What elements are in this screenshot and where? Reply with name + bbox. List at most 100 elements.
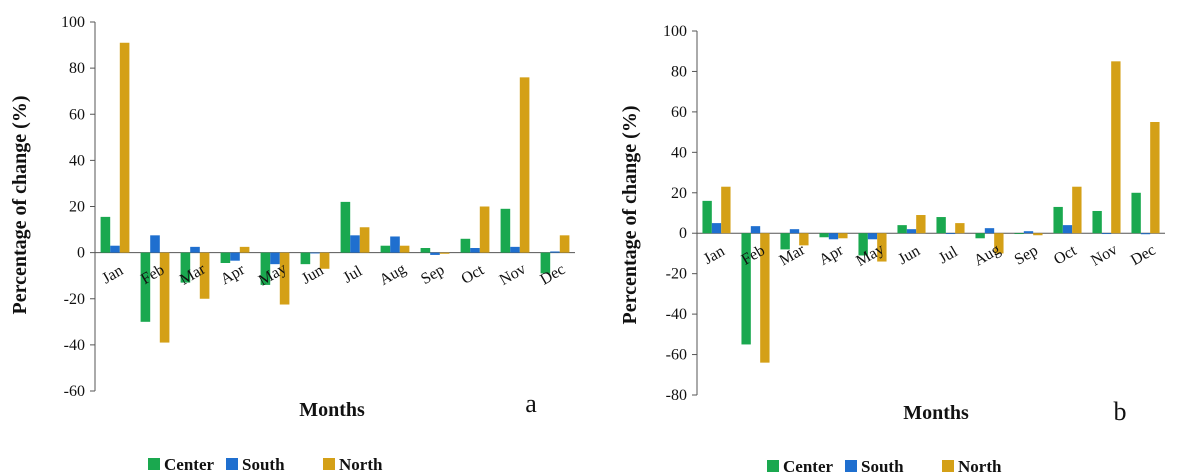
legend-swatch-south [845, 460, 857, 472]
y-tick-label: -20 [666, 266, 687, 283]
bar-north-nov [519, 77, 530, 253]
legend-swatch-south [226, 458, 238, 470]
y-tick-label: -60 [64, 383, 85, 400]
x-tick-label: Jun [895, 242, 923, 268]
legend-swatch-center [148, 458, 160, 470]
bar-north-aug [994, 233, 1004, 254]
bar-north-jun [319, 252, 330, 269]
bar-south-nov [510, 246, 520, 253]
bar-north-may [279, 252, 290, 305]
bar-north-oct [1072, 186, 1082, 234]
bar-south-sep [1023, 231, 1034, 234]
bar-south-oct [1062, 225, 1073, 234]
bar-center-sep [420, 248, 431, 253]
y-tick-label: 60 [69, 106, 85, 123]
bar-south-may [270, 252, 280, 265]
bar-south-jul [350, 235, 360, 253]
bar-south-apr [828, 233, 839, 240]
panel-label: b [1114, 397, 1127, 426]
x-tick-label: Dec [1128, 242, 1159, 270]
legend-label-center: Center [783, 457, 833, 475]
bar-center-oct [460, 238, 471, 253]
bar-center-apr [220, 252, 231, 264]
bar-north-jun [916, 215, 926, 234]
y-tick-label: 20 [69, 199, 85, 216]
panel-label: a [525, 389, 537, 418]
y-tick-label: -40 [64, 337, 85, 354]
bar-north-nov [1111, 61, 1121, 234]
bar-north-apr [838, 233, 848, 239]
bar-south-feb [150, 235, 160, 253]
y-tick-label: 40 [69, 152, 85, 169]
bar-north-sep [439, 252, 450, 254]
bar-north-mar [199, 252, 210, 299]
bar-center-nov [1092, 210, 1102, 234]
bar-center-apr [819, 233, 829, 238]
y-tick-label: 60 [671, 104, 687, 121]
bar-north-feb [760, 233, 770, 363]
bar-center-jan [702, 200, 712, 234]
legend-label-south: South [861, 457, 904, 475]
y-tick-label: 80 [69, 60, 85, 77]
y-tick-label: -60 [666, 347, 687, 364]
x-tick-label: Oct [458, 261, 487, 288]
bar-north-sep [1033, 233, 1043, 236]
bar-south-feb [750, 226, 761, 234]
bar-center-nov [500, 208, 511, 253]
bar-center-may [260, 252, 271, 285]
bar-south-apr [230, 252, 240, 261]
x-axis-title: Months [299, 399, 365, 421]
y-tick-label: 100 [663, 23, 687, 40]
y-tick-label: 0 [679, 225, 687, 242]
bar-north-apr [239, 246, 250, 253]
bar-center-jul [936, 217, 946, 234]
x-tick-label: Jul [936, 243, 961, 267]
x-tick-label: Jan [701, 243, 728, 268]
y-tick-label: -40 [666, 306, 687, 323]
x-tick-label: Nov [1088, 241, 1120, 270]
bar-north-jan [119, 42, 130, 253]
y-tick-label: 0 [77, 245, 85, 262]
bar-north-aug [399, 245, 410, 253]
y-tick-label: 80 [671, 63, 687, 80]
bar-south-jul [945, 233, 956, 235]
legend-swatch-north [323, 458, 335, 470]
bar-center-dec [540, 252, 551, 274]
bar-south-aug [390, 236, 400, 253]
legend-label-south: South [242, 455, 285, 474]
y-tick-label: 40 [671, 144, 687, 161]
x-tick-label: Apr [816, 241, 847, 268]
bar-north-jul [359, 227, 370, 253]
x-tick-label: Aug [377, 260, 409, 289]
bar-center-jun [300, 252, 311, 265]
bar-center-mar [780, 233, 790, 250]
bar-center-mar [180, 252, 191, 283]
x-tick-label: Sep [418, 261, 447, 288]
x-axis-title: Months [903, 402, 969, 424]
x-tick-label: Sep [1012, 242, 1041, 269]
bar-north-mar [799, 233, 809, 246]
bar-south-dec [1140, 233, 1151, 235]
legend-label-north: North [958, 457, 1002, 475]
y-tick-label: -20 [64, 291, 85, 308]
bar-center-aug [380, 245, 391, 253]
bar-north-may [877, 233, 887, 262]
bar-south-mar [190, 246, 200, 253]
bar-center-dec [1131, 192, 1141, 234]
y-tick-label: 20 [671, 185, 687, 202]
bar-center-sep [1014, 233, 1024, 235]
bar-center-jan [100, 216, 111, 253]
bar-south-jun [310, 252, 320, 254]
y-axis-title: Percentage of change (%) [619, 105, 641, 324]
bar-south-nov [1101, 233, 1112, 235]
bar-center-may [858, 233, 868, 256]
bar-north-jul [955, 223, 965, 234]
bar-south-may [867, 233, 878, 240]
bar-center-jun [897, 225, 907, 234]
x-tick-label: Jul [340, 262, 365, 286]
bar-center-jul [340, 201, 351, 253]
bar-north-dec [1150, 122, 1160, 234]
bar-center-feb [140, 252, 151, 322]
